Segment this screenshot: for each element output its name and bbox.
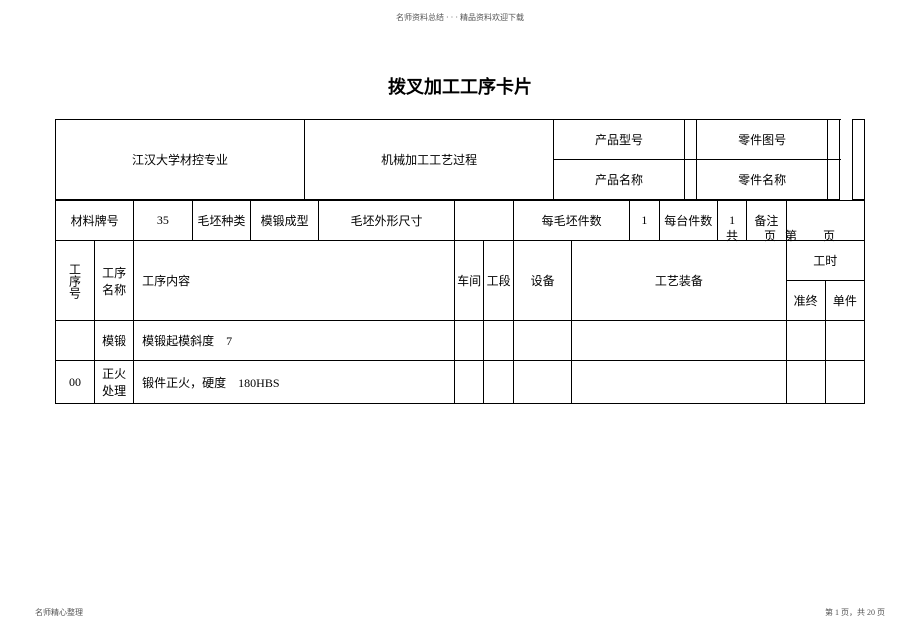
- footer-right: 第 1 页，共 20 页: [825, 607, 885, 618]
- ye-label: 页: [764, 229, 776, 243]
- table-row: [786, 361, 825, 404]
- table-row: [454, 321, 484, 361]
- table-row: [825, 321, 864, 361]
- ye2-label: 页: [823, 229, 835, 243]
- table-row: 正火处理: [95, 361, 134, 404]
- footer-left: 名师精心整理: [35, 607, 83, 618]
- equipment-label: 设备: [513, 241, 571, 321]
- tooling-label: 工艺装备: [572, 241, 786, 321]
- product-name-label: 产品名称: [554, 160, 685, 200]
- product-name-val: [684, 160, 696, 200]
- table-row: [825, 361, 864, 404]
- table-row: 模锻: [95, 321, 134, 361]
- part-name-label: 零件名称: [697, 160, 828, 200]
- workshop-label: 车间: [454, 241, 484, 321]
- table-row: [484, 361, 514, 404]
- table-row: [572, 321, 786, 361]
- proc-label-cell: 机械加工工艺过程: [305, 120, 554, 200]
- danjian-label: 单件: [825, 281, 864, 321]
- table-row: [513, 321, 571, 361]
- table-row: [513, 361, 571, 404]
- header-note: 名师资料总结 · · · 精品资料欢迎下载: [0, 0, 920, 23]
- table-row: [786, 321, 825, 361]
- table-row: 模锻起模斜度 7: [134, 321, 455, 361]
- blank-dim-val: [454, 201, 513, 241]
- table-row: [572, 361, 786, 404]
- table-row: [454, 361, 484, 404]
- side-box: [852, 120, 864, 200]
- section-label: 工段: [484, 241, 514, 321]
- table-row: [484, 321, 514, 361]
- part-drawing-val: [827, 120, 839, 160]
- blank-dim-label: 毛坯外形尺寸: [319, 201, 455, 241]
- part-name-val: [827, 160, 839, 200]
- seq-no-label: 工序号: [56, 241, 95, 321]
- org-cell: 江汉大学材控专业: [56, 120, 305, 200]
- material-label: 材料牌号: [56, 201, 134, 241]
- di-label: 第: [785, 229, 797, 243]
- blank-type-label: 毛坯种类: [192, 201, 250, 241]
- per-station-qty-label: 每台件数: [659, 201, 717, 241]
- process-card-table: 江汉大学材控专业 机械加工工艺过程 产品型号 零件图号 产品名称 零件名称: [55, 119, 865, 200]
- per-blank-qty-val: 1: [630, 201, 659, 241]
- content-label: 工序内容: [134, 241, 455, 321]
- product-model-val: [684, 120, 696, 160]
- material-val: 35: [134, 201, 192, 241]
- worktime-label: 工时: [786, 241, 865, 281]
- seq-name-label: 工序名称: [95, 241, 134, 321]
- per-blank-qty-label: 每毛坯件数: [513, 201, 629, 241]
- zhunzhong-label: 准终: [786, 281, 825, 321]
- part-drawing-label: 零件图号: [697, 120, 828, 160]
- page-title: 拨叉加工工序卡片: [0, 73, 920, 99]
- table-row: 锻件正火，硬度 180HBS: [134, 361, 455, 404]
- product-model-label: 产品型号: [554, 120, 685, 160]
- table-row: 00: [56, 361, 95, 404]
- blank-type-val: 模锻成型: [251, 201, 319, 241]
- table-row: [56, 321, 95, 361]
- gong-label: 共: [726, 229, 738, 243]
